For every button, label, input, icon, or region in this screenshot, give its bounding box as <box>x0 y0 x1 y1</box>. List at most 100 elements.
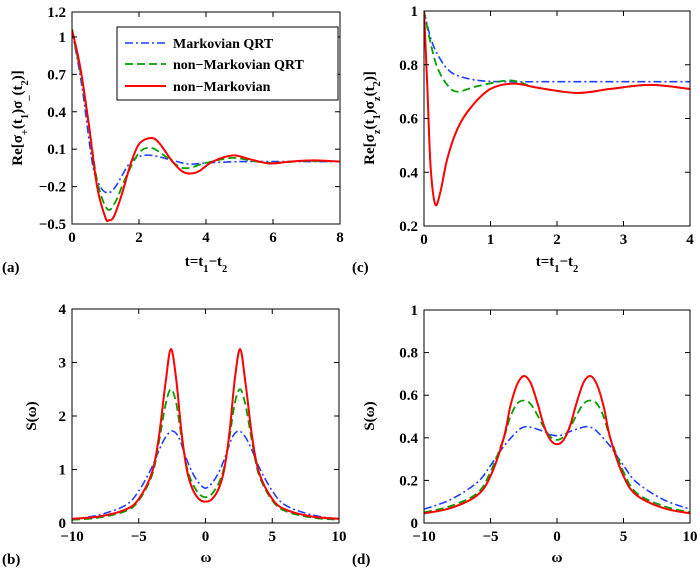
label-subscript: 1 <box>372 114 383 119</box>
series-line-non_markovian_qrt <box>424 399 690 514</box>
x-tick-label: 2 <box>135 230 143 246</box>
legend-label: non−Markovian QRT <box>173 58 304 73</box>
series-line-markovian_qrt <box>424 425 690 510</box>
x-tick-label: 10 <box>683 529 698 545</box>
label-subscript: 2 <box>573 264 578 275</box>
y-axis-label: Re[σz(t1)σz(t2)] <box>362 71 383 165</box>
label-part: )] <box>10 70 26 80</box>
label-part: S(ω) <box>362 401 378 430</box>
label-subscript: z <box>372 96 383 101</box>
series-line-non_markovian <box>424 11 690 207</box>
x-tick-label: 6 <box>269 230 277 246</box>
y-tick-label: 0 <box>59 516 67 532</box>
x-tick-label: 5 <box>269 529 277 545</box>
label-subscript: + <box>20 129 31 135</box>
y-tick-label: −0.5 <box>39 217 66 233</box>
y-tick-label: 1 <box>411 303 419 319</box>
y-axis-label: S(ω) <box>24 401 40 430</box>
label-part: (t <box>10 85 26 95</box>
label-part: t=t <box>185 254 204 270</box>
x-tick-label: 5 <box>620 529 628 545</box>
x-tick-label: −5 <box>131 529 147 545</box>
label-part: )σ <box>10 100 26 114</box>
label-part: t=t <box>536 254 555 270</box>
panel-label: (d) <box>352 552 370 568</box>
label-subscript: 1 <box>20 114 31 119</box>
x-tick-label: −10 <box>412 529 436 545</box>
label-part: S(ω) <box>24 401 40 430</box>
series-line-non_markovian <box>424 374 690 515</box>
label-part: (t <box>362 86 378 96</box>
x-tick-label: −5 <box>482 529 498 545</box>
y-tick-label: 1 <box>59 30 67 46</box>
panel-b: −10 −5 0 5 10 0 1 2 3 4 ω S(ω) (b) <box>2 302 347 568</box>
label-part: (t <box>362 120 378 130</box>
panel-c: 0 1 2 3 40.20.40.60.81t=t1−t2Re[σz(t1)σz(t2)… <box>352 4 694 276</box>
label-part: (t <box>10 119 26 129</box>
panel-d: −10 −5 0 5 10 0 0.2 0.4 0.6 0.8 1 ω S(ω) (d) <box>352 303 698 568</box>
panel-label: (a) <box>2 260 20 276</box>
y-tick-label: 4 <box>59 302 67 318</box>
label-part: )σ <box>362 100 378 114</box>
series-line-non_markovian <box>72 348 339 520</box>
legend-label: non−Markovian <box>173 80 271 95</box>
legend-label: Markovian QRT <box>173 37 274 52</box>
y-tick-label: 0.4 <box>47 105 66 121</box>
x-tick-label: 1 <box>487 232 495 248</box>
x-tick-label: 3 <box>620 232 628 248</box>
label-subscript: 1 <box>203 264 208 275</box>
y-tick-label: 0.2 <box>399 219 418 235</box>
label-part: −t <box>560 254 574 270</box>
panel-a: 0 2 4 6 8−0.5−0.20.10.40.711.2t=t1−t2Re[σ+(t… <box>2 5 344 276</box>
y-tick-label: 3 <box>59 356 67 372</box>
label-part: Re[σ <box>10 134 26 165</box>
axes-box <box>423 309 691 524</box>
label-part: −t <box>209 254 223 270</box>
x-tick-label: 0 <box>202 529 210 545</box>
axes-box <box>71 308 340 524</box>
label-subscript: 2 <box>372 81 383 86</box>
label-part: ω <box>201 550 212 566</box>
x-axis-label: ω <box>201 550 212 566</box>
label-part: ω <box>552 550 563 566</box>
y-tick-label: 0.7 <box>47 67 66 83</box>
x-tick-label: 0 <box>68 230 76 246</box>
x-tick-label: 4 <box>202 230 210 246</box>
x-axis-label: t=t1−t2 <box>185 254 228 275</box>
label-part: Re[σ <box>362 133 378 164</box>
panel-label: (c) <box>352 260 369 276</box>
y-tick-label: 0.1 <box>47 142 66 158</box>
label-subscript: z <box>372 129 383 134</box>
label-subscript: 2 <box>222 264 227 275</box>
y-axis-label: Re[σ+(t1)σ_(t2)] <box>10 70 31 166</box>
y-tick-label: −0.2 <box>39 180 66 196</box>
x-tick-label: 2 <box>553 232 561 248</box>
series-line-markovian_qrt <box>72 430 339 521</box>
x-axis-label: t=t1−t2 <box>536 254 579 275</box>
y-tick-label: 0.4 <box>399 165 418 181</box>
label-subscript: _ <box>20 95 31 102</box>
y-tick-label: 1 <box>59 463 67 479</box>
y-tick-label: 0.6 <box>399 112 418 128</box>
legend: Markovian QRT non−Markovian QRT non−Markov… <box>116 26 339 101</box>
x-tick-label: 4 <box>686 232 694 248</box>
x-tick-label: 0 <box>420 232 428 248</box>
y-tick-label: 1.2 <box>47 5 66 21</box>
series-line-non_markovian_qrt <box>424 11 690 94</box>
y-tick-label: 0.2 <box>399 473 418 489</box>
panel-label: (b) <box>2 552 20 568</box>
y-tick-label: 0 <box>411 516 419 532</box>
x-tick-label: 10 <box>332 529 347 545</box>
series-line-markovian_qrt <box>424 11 690 83</box>
x-tick-label: −10 <box>60 529 84 545</box>
series-line-non_markovian <box>72 29 340 223</box>
label-subscript: 1 <box>554 264 559 275</box>
x-tick-label: 8 <box>336 230 344 246</box>
y-tick-label: 0.4 <box>399 431 418 447</box>
y-tick-label: 1 <box>411 4 419 20</box>
x-axis-label: ω <box>552 550 563 566</box>
y-tick-label: 0.6 <box>399 388 418 404</box>
y-tick-label: 0.8 <box>399 58 418 74</box>
y-tick-label: 0.8 <box>399 346 418 362</box>
